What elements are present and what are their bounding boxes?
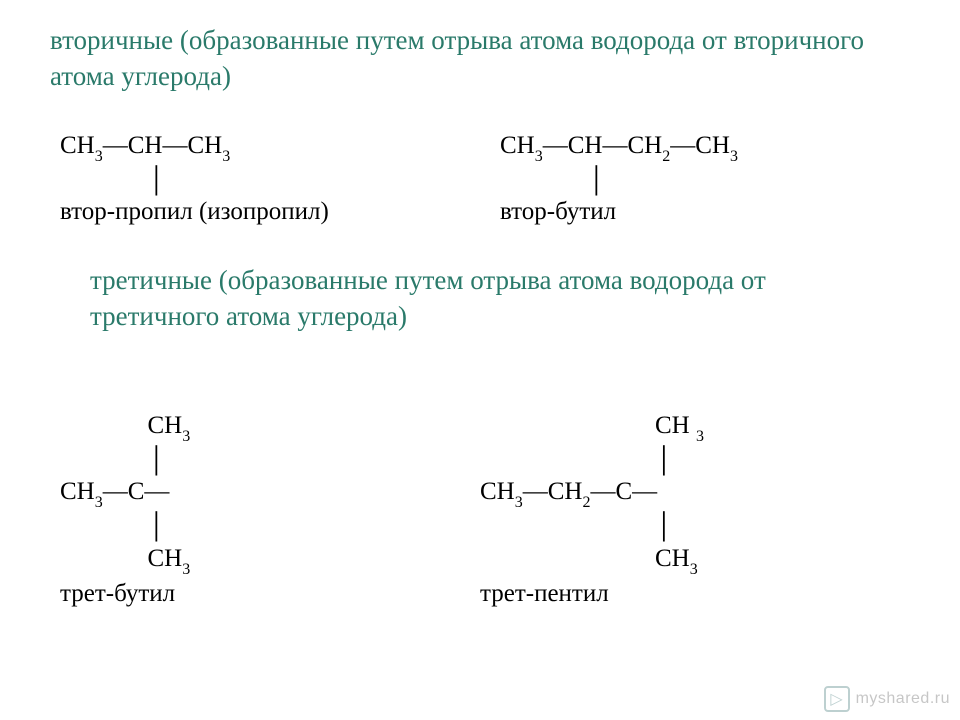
- formula-name: втор-пропил (изопропил): [60, 196, 329, 227]
- formula-mid: CH3—CH2—C—: [480, 476, 704, 511]
- formula-bond: │: [500, 165, 738, 196]
- formula-name: трет-пентил: [480, 578, 704, 609]
- formula-sec-butyl: CH3—CH—CH2—CH3 │ втор-бутил: [500, 130, 738, 228]
- formula-top: CH3: [60, 410, 190, 445]
- formula-bond: │: [480, 445, 704, 476]
- formula-top: CH 3: [480, 410, 704, 445]
- formula-bond: │: [60, 445, 190, 476]
- formula-mid: CH3—C—: [60, 476, 190, 511]
- formula-name: втор-бутил: [500, 196, 738, 227]
- play-icon: ▷: [824, 686, 850, 712]
- formula-tert-pentyl: CH 3 │ CH3—CH2—C— │ CH3 трет-пентил: [480, 410, 704, 609]
- formula-chain: CH3—CH—CH2—CH3: [500, 130, 738, 165]
- formula-bond: │: [480, 511, 704, 542]
- watermark-text: myshared.ru: [856, 690, 950, 708]
- watermark: ▷ myshared.ru: [824, 686, 950, 712]
- formula-sec-propyl: CH3—CH—CH3 │ втор-пропил (изопропил): [60, 130, 329, 228]
- heading-tertiary: третичные (образованные путем отрыва ато…: [90, 262, 850, 335]
- heading-secondary: вторичные (образованные путем отрыва ато…: [50, 22, 870, 95]
- formula-bot: CH3: [480, 543, 704, 578]
- formula-tert-butyl: CH3 │ CH3—C— │ CH3 трет-бутил: [60, 410, 190, 609]
- formula-name: трет-бутил: [60, 578, 190, 609]
- formula-bot: CH3: [60, 543, 190, 578]
- formula-bond: │: [60, 511, 190, 542]
- formula-bond: │: [60, 165, 329, 196]
- formula-chain: CH3—CH—CH3: [60, 130, 329, 165]
